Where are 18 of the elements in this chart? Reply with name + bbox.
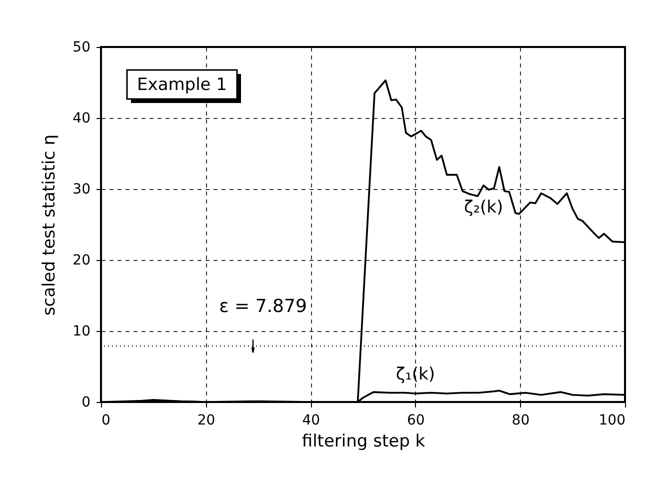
y-tick-label: 10 <box>72 324 90 340</box>
y-tick-label: 0 <box>82 394 90 410</box>
y-tick-label: 50 <box>72 40 90 56</box>
x-tick-label: 20 <box>197 412 216 428</box>
y-tick-label: 30 <box>72 182 90 198</box>
x-tick-label: 100 <box>598 412 626 428</box>
x-axis-title: filtering step k <box>302 432 426 452</box>
series-label: ζ₁(k) <box>396 364 435 384</box>
annotation: Example 1 <box>137 75 227 95</box>
annotation: ε = 7.879 <box>219 296 307 318</box>
x-tick-label: 60 <box>406 412 425 428</box>
y-axis-title: scaled test statistic η <box>40 134 60 316</box>
y-tick-label: 40 <box>72 110 90 126</box>
x-tick-label: 40 <box>302 412 320 428</box>
series-label: ζ₂(k) <box>464 197 504 218</box>
x-tick-label: 80 <box>512 412 530 428</box>
y-tick-label: 20 <box>72 252 90 268</box>
x-tick-label: 0 <box>102 412 110 428</box>
